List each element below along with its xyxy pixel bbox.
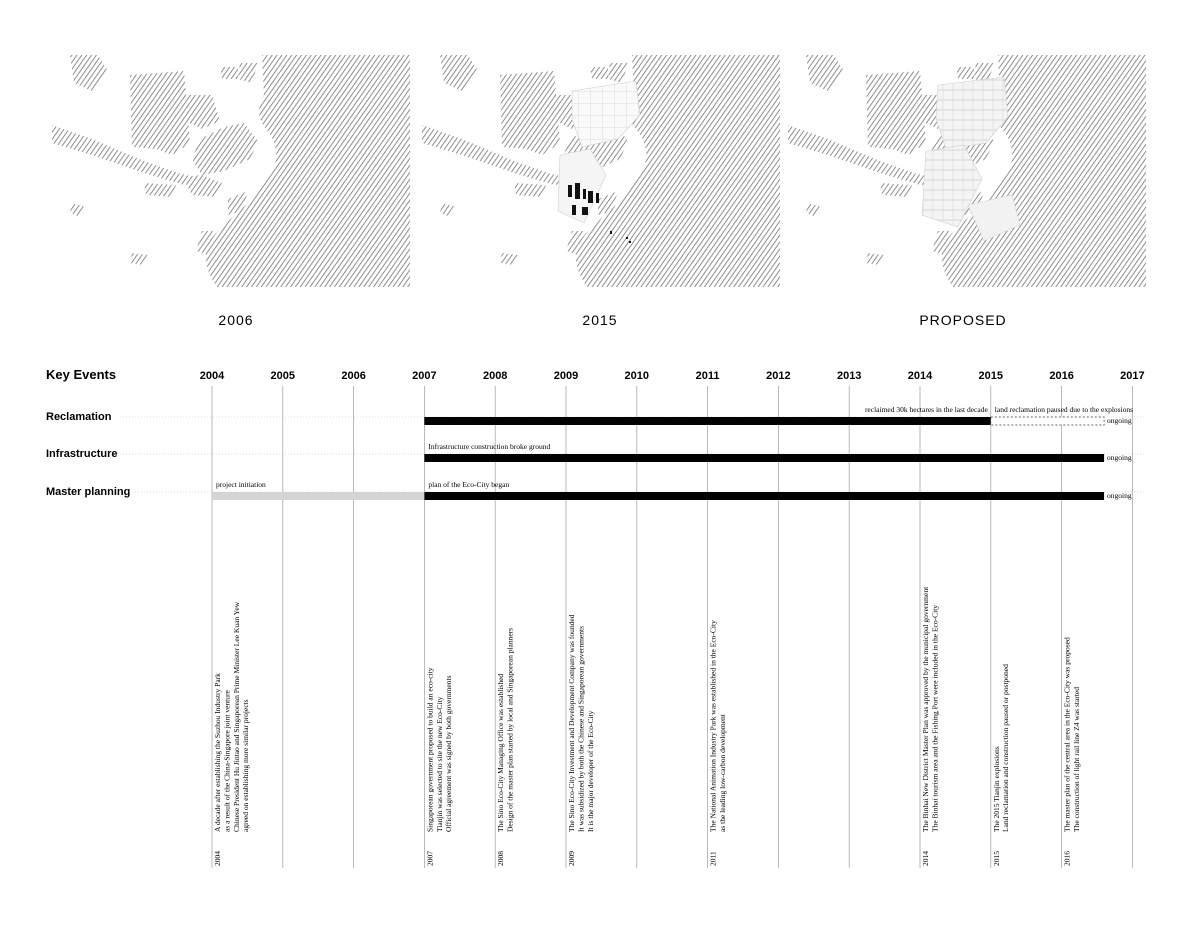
track-label: Reclamation bbox=[46, 411, 112, 423]
event-text-line: Design of the master plan started by loc… bbox=[506, 628, 515, 832]
year-label: 2012 bbox=[766, 370, 790, 382]
event-tracks: Reclamation reclaimed 30k hectares in the… bbox=[46, 405, 1145, 500]
event-year: 2004 bbox=[213, 851, 222, 866]
event-text-line: agreed on establishing more similar proj… bbox=[241, 699, 250, 832]
event-annotation: 2007 Singaporean government proposed to b… bbox=[425, 667, 453, 866]
map-label-proposed: PROPOSED bbox=[919, 312, 1006, 328]
event-text-line: The master plan of the central area in t… bbox=[1063, 637, 1072, 832]
event-year: 2011 bbox=[709, 851, 718, 866]
building-footprints bbox=[568, 183, 631, 243]
event-text-line: The Sino Eco-City Managing Office was es… bbox=[496, 674, 505, 832]
track-note: reclaimed 30k hectares in the last decad… bbox=[865, 405, 989, 414]
year-label: 2010 bbox=[625, 370, 649, 382]
map-label-2015: 2015 bbox=[582, 312, 617, 328]
year-label: 2016 bbox=[1049, 370, 1073, 382]
year-label: 2008 bbox=[483, 370, 507, 382]
event-text-line: Land reclamation and construction paused… bbox=[1001, 664, 1010, 832]
event-annotation: 2016 The master plan of the central area … bbox=[1063, 637, 1081, 866]
event-text-line: The 2015 Tianjin explosions bbox=[992, 746, 1001, 832]
event-year: 2016 bbox=[1063, 851, 1072, 866]
map-2006 bbox=[52, 55, 410, 287]
event-text-line: The National Animation Industry Park was… bbox=[709, 620, 718, 832]
status-ongoing: ongoing bbox=[1107, 491, 1132, 500]
event-annotation: 2011 The National Animation Industry Park… bbox=[709, 620, 727, 866]
year-label: 2015 bbox=[979, 370, 1003, 382]
key-events-heading: Key Events bbox=[46, 367, 116, 382]
event-text-line: as a result of the China-Singapore joint… bbox=[222, 689, 231, 832]
event-text-line: It is the major developer of the Eco-Cit… bbox=[586, 710, 595, 832]
timeline-bar bbox=[212, 492, 425, 500]
year-label: 2007 bbox=[412, 370, 436, 382]
year-label: 2013 bbox=[837, 370, 861, 382]
event-text-line: Singaporean government proposed to build… bbox=[425, 667, 434, 832]
event-year: 2015 bbox=[992, 851, 1001, 866]
map-2015 bbox=[422, 55, 780, 287]
year-label: 2009 bbox=[554, 370, 578, 382]
track-note: plan of the Eco-City began bbox=[428, 480, 509, 489]
event-text-line: It was subsidized by both the Chinese an… bbox=[576, 626, 585, 832]
event-annotations: 2004 A decade after establishing the Suzh… bbox=[213, 586, 1081, 866]
timeline-bar bbox=[424, 417, 991, 425]
timeline-bar bbox=[990, 416, 1105, 426]
event-annotation: 2015 The 2015 Tianjin explosions Land recl… bbox=[992, 664, 1010, 866]
event-text-line: The Sino Eco-City Investment and Develop… bbox=[567, 614, 576, 832]
timeline-bar bbox=[424, 454, 1105, 462]
timeline-bar bbox=[424, 492, 1105, 500]
track-note: land reclamation paused due to the explo… bbox=[995, 405, 1133, 414]
track-note: Infrastructure construction broke ground bbox=[428, 442, 550, 451]
year-label: 2014 bbox=[908, 370, 933, 382]
year-label: 2005 bbox=[271, 370, 295, 382]
event-annotation: 2004 A decade after establishing the Suzh… bbox=[213, 601, 250, 866]
event-text-line: Chinese President Hu Jintao and Singapor… bbox=[232, 601, 241, 832]
event-year: 2009 bbox=[567, 851, 576, 866]
event-annotation: 2009 The Sino Eco-City Investment and Dev… bbox=[567, 614, 595, 866]
map-proposed bbox=[788, 55, 1146, 287]
status-ongoing: ongoing bbox=[1107, 416, 1132, 425]
track-label: Infrastructure bbox=[46, 448, 118, 460]
event-text-line: Tianjin was selected to site the new Eco… bbox=[435, 696, 444, 832]
event-text-line: Official agreement was signed by both go… bbox=[444, 675, 453, 832]
track-note: project initiation bbox=[216, 480, 266, 489]
event-year: 2008 bbox=[496, 851, 505, 866]
year-label: 2017 bbox=[1120, 370, 1144, 382]
status-ongoing: ongoing bbox=[1107, 453, 1132, 462]
event-text-line: as the leading low-carbon development bbox=[718, 713, 727, 832]
event-year: 2014 bbox=[921, 851, 930, 866]
track-label: Master planning bbox=[46, 486, 130, 498]
event-text-line: The construction of light rail line Z4 w… bbox=[1072, 687, 1081, 832]
event-text-line: The Binhai tourism area and the Fishing … bbox=[930, 605, 939, 832]
event-year: 2007 bbox=[425, 851, 434, 866]
map-label-2006: 2006 bbox=[218, 312, 253, 328]
event-text-line: A decade after establishing the Suzhou I… bbox=[213, 673, 222, 832]
year-label: 2006 bbox=[341, 370, 365, 382]
year-label: 2004 bbox=[200, 370, 225, 382]
year-gridlines: 2004 2005 2006 2007 2008 2009 2010 2011 2012 2013… bbox=[200, 370, 1145, 868]
event-text-line: The Binhai New District Master Plan was … bbox=[921, 586, 930, 832]
year-label: 2011 bbox=[696, 370, 720, 382]
event-annotation: 2008 The Sino Eco-City Managing Office wa… bbox=[496, 628, 514, 866]
event-annotation: 2014 The Binhai New District Master Plan … bbox=[921, 586, 939, 866]
